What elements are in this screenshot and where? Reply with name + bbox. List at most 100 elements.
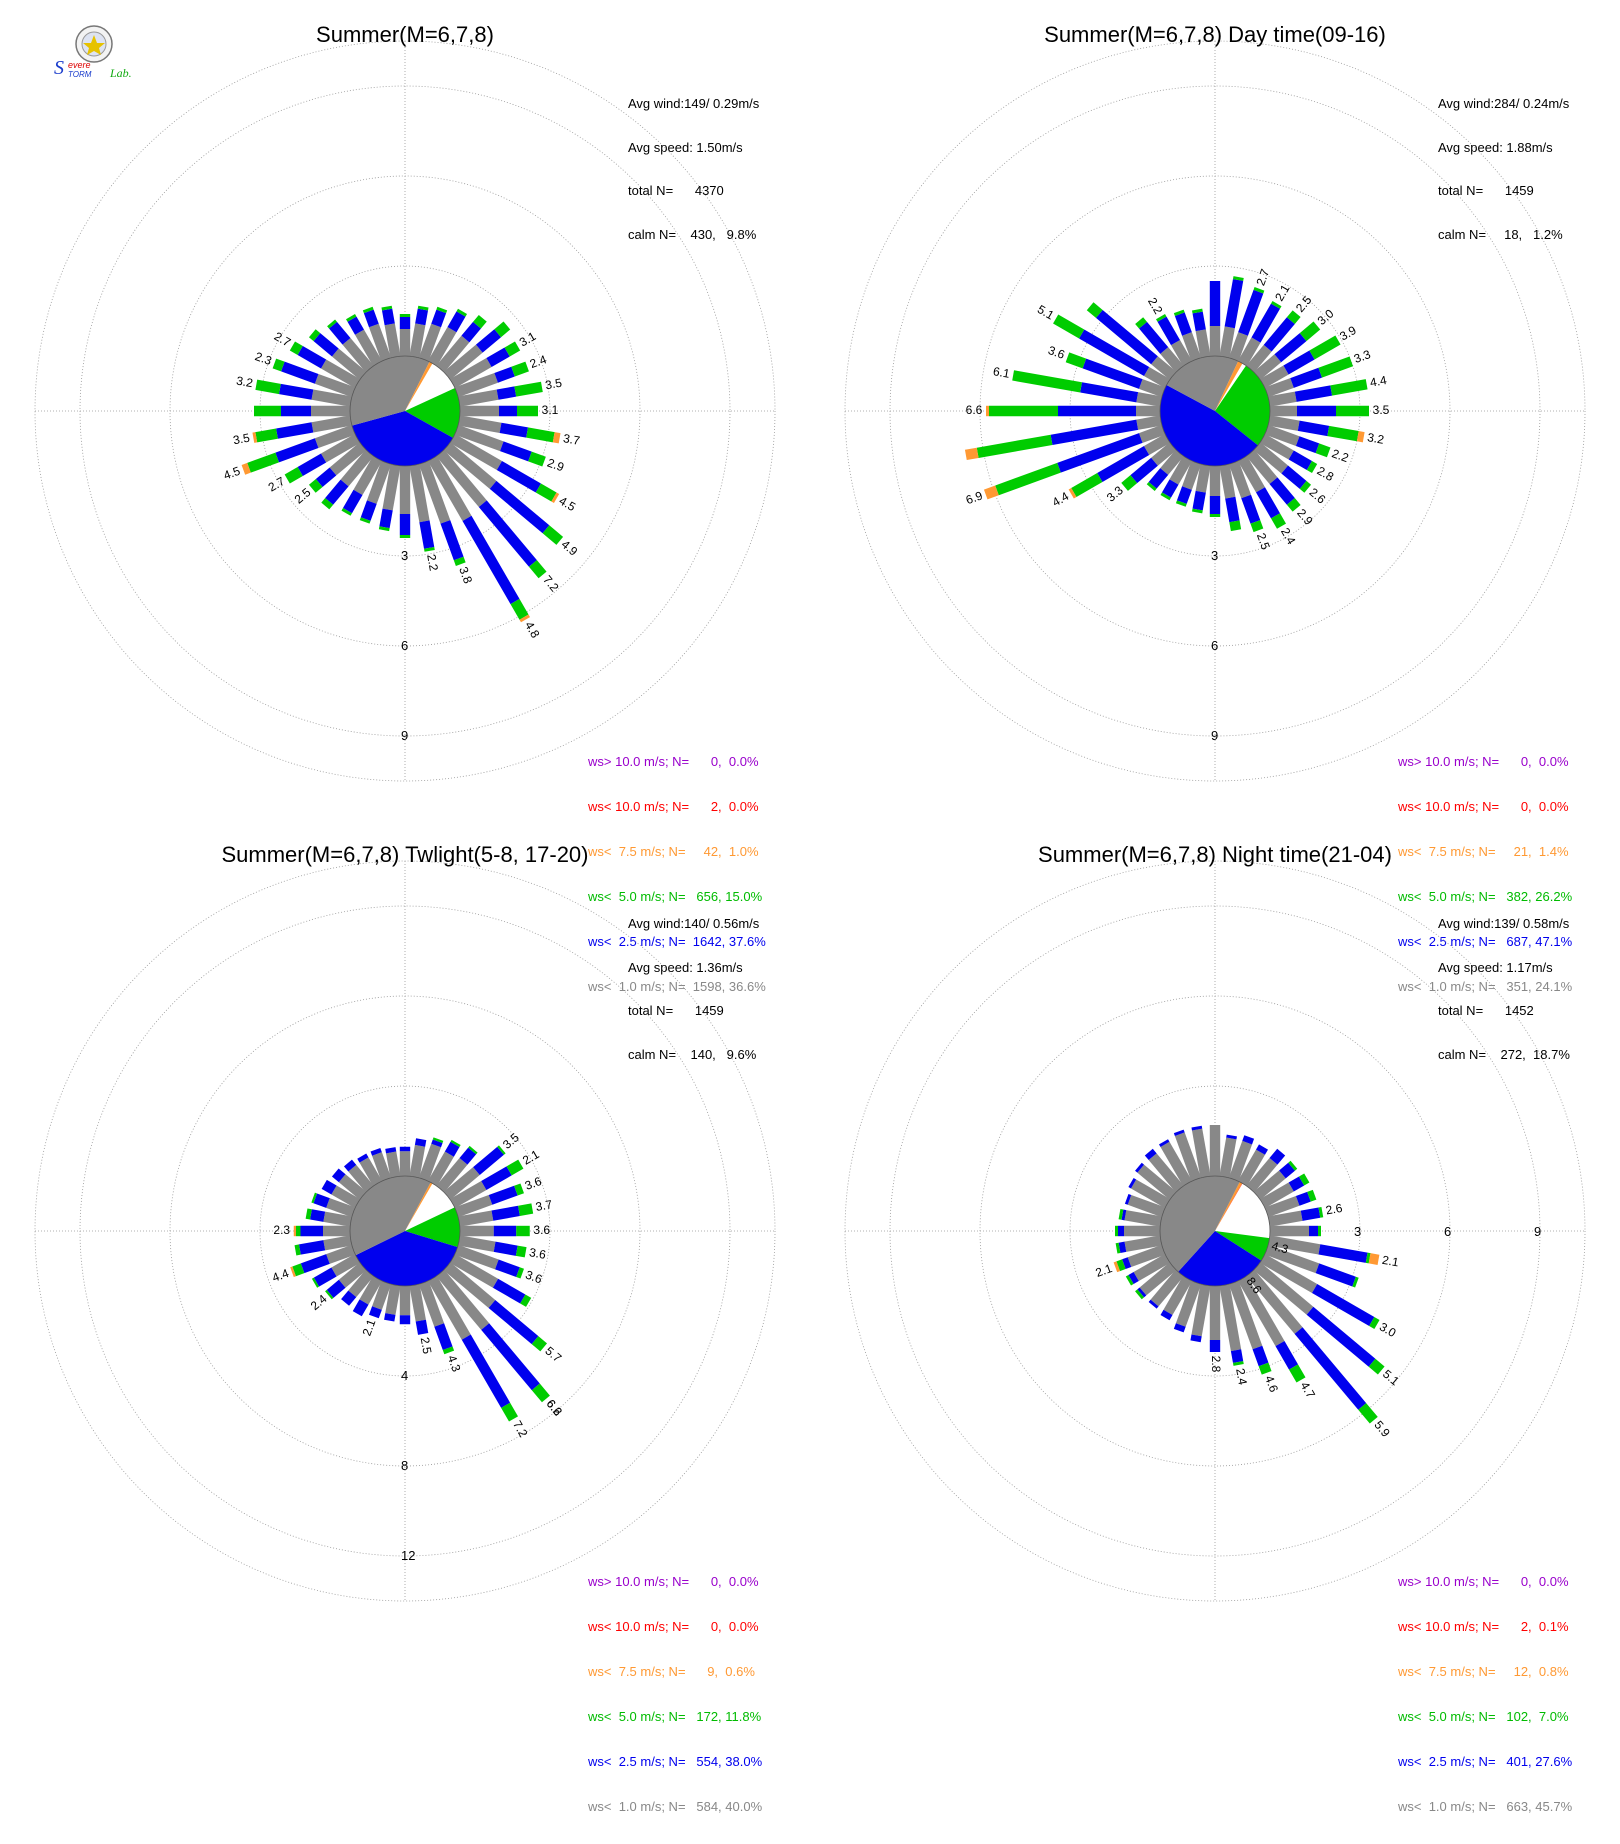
- bar-segment-lt2_5: [1080, 382, 1139, 403]
- bar-segment-lt1: [1127, 1244, 1166, 1268]
- bar-segment-lt5: [1288, 1364, 1306, 1383]
- bar-segment-lt1: [311, 405, 350, 417]
- bar-segment-lt5: [1012, 370, 1082, 393]
- bar-segment-lt5: [1173, 309, 1185, 316]
- bar-segment-lt2_5: [489, 480, 550, 534]
- bar-segment-lt5: [292, 1263, 305, 1277]
- bar-segment-lt5: [378, 526, 390, 532]
- stats-avg-wind: Avg wind:149/ 0.29m/s: [628, 96, 760, 111]
- bar-segment-lt1: [418, 1280, 445, 1327]
- pie-slice-lt10: [1215, 1183, 1243, 1231]
- bar-segment-lt2_5: [1241, 494, 1261, 524]
- bar-value-label: 3.6: [523, 1174, 544, 1193]
- bar-segment-lt1: [326, 1244, 356, 1264]
- bar-segment-lt2_5: [1135, 1162, 1145, 1173]
- bar-segment-lt5: [311, 1277, 320, 1288]
- bar-segment-lt5: [542, 525, 564, 545]
- bar-segment-lt7_5: [986, 405, 989, 417]
- svg-text:Lab.: Lab.: [109, 66, 132, 80]
- bar-value-label: 2.4: [308, 1291, 330, 1313]
- pie-slice-calm: [1215, 1183, 1270, 1239]
- bar-segment-lt2_5: [1190, 1334, 1202, 1343]
- bar-value-label: 5.1: [1035, 302, 1057, 323]
- bar-value-label: 2.2: [1330, 446, 1351, 465]
- bar-segment-lt1: [436, 449, 487, 508]
- legend-lt10: ws< 10.0 m/s; N= 2, 0.0%: [588, 799, 759, 814]
- bar-value-label: 4.4: [1050, 489, 1072, 510]
- bar-segment-lt2_5: [279, 383, 314, 400]
- bar-segment-lt5: [345, 314, 357, 322]
- bar-segment-lt5: [473, 314, 487, 329]
- bar-segment-lt5: [531, 1383, 550, 1403]
- bar-segment-lt5: [436, 306, 448, 314]
- bar-segment-lt2_5: [297, 345, 327, 369]
- legend: ws> 10.0 m/s; N= 0, 0.0% ws< 10.0 m/s; N…: [1398, 724, 1572, 1024]
- legend-lt10: ws< 10.0 m/s; N= 0, 0.0%: [1398, 799, 1569, 814]
- legend-lt1: ws< 1.0 m/s; N= 351, 24.1%: [1398, 979, 1573, 994]
- bar-segment-lt1: [1219, 1137, 1237, 1178]
- legend-lt2_5: ws< 2.5 m/s; N= 401, 27.6%: [1398, 1754, 1573, 1769]
- bar-value-label: 3.6: [528, 1245, 547, 1262]
- bar-value-label: 6.1: [992, 364, 1011, 381]
- bar-segment-lt1: [1219, 464, 1236, 499]
- bar-segment-lt2_5: [297, 453, 327, 477]
- bar-segment-lt7_5: [964, 447, 979, 461]
- bar-segment-lt2_5: [1288, 450, 1312, 471]
- bar-segment-lt2_5: [1255, 487, 1281, 519]
- stats-calm-n: calm N= 140, 9.6%: [628, 1046, 757, 1062]
- bar-segment-lt1: [427, 1276, 471, 1340]
- bar-segment-lt2_5: [326, 1279, 346, 1298]
- bar-segment-lt2_5: [1121, 1209, 1127, 1221]
- bar-value-label: 6.2: [544, 1397, 566, 1419]
- bar-value-label: 2.3: [253, 349, 274, 368]
- bar-segment-lt1: [311, 415, 352, 433]
- bar-segment-lt2_5: [1306, 1306, 1376, 1367]
- bar-segment-lt1: [1246, 449, 1278, 485]
- bar-value-label: 3.9: [1337, 323, 1359, 344]
- bar-segment-lt5: [995, 462, 1061, 496]
- bar-segment-lt5: [284, 466, 303, 484]
- bar-segment-lt1: [359, 1276, 383, 1305]
- bar-value-label: 7.2: [510, 1418, 531, 1440]
- bar-segment-lt1: [320, 359, 360, 389]
- bar-segment-lt2_5: [1275, 1340, 1299, 1370]
- bar-segment-lt1: [399, 1151, 411, 1176]
- bar-segment-lt2_5: [399, 1146, 411, 1152]
- svg-text:evere: evere: [68, 60, 91, 70]
- bar-segment-lt7_5: [293, 1225, 296, 1237]
- bar-segment-lt2_5: [1294, 1327, 1367, 1410]
- stats-block: Avg wind:284/ 0.24m/s Avg speed: 1.88m/s…: [1438, 68, 1569, 271]
- bar-segment-lt1: [418, 460, 451, 524]
- bar-segment-lt5: [1327, 425, 1359, 442]
- bar-value-label: 3.2: [235, 374, 254, 391]
- bar-segment-lt5: [515, 1245, 527, 1258]
- bar-segment-lt5: [497, 1145, 506, 1155]
- bar-segment-lt5: [989, 405, 1058, 417]
- bar-segment-lt1: [1136, 405, 1160, 417]
- bar-segment-lt5: [1146, 481, 1157, 491]
- bar-segment-lt2_5: [1079, 329, 1150, 377]
- bar-segment-lt1: [1253, 354, 1282, 380]
- pie-slice-lt2_5: [351, 411, 453, 467]
- stats-avg-speed: Avg speed: 1.17m/s: [1438, 959, 1553, 975]
- bar-segment-lt5: [535, 483, 557, 502]
- bar-segment-lt1: [311, 389, 352, 407]
- bar-value-label: 3.5: [544, 376, 563, 393]
- legend: ws> 10.0 m/s; N= 0, 0.0% ws< 10.0 m/s; N…: [1398, 1544, 1572, 1844]
- grid-ring: [169, 175, 641, 647]
- stats-avg-speed: Avg speed: 1.50m/s: [628, 139, 743, 155]
- bar-segment-lt1: [1270, 405, 1297, 417]
- bar-segment-lt2_5: [1176, 486, 1192, 504]
- bar-segment-lt1: [1124, 1210, 1162, 1227]
- bar-value-label: 2.6: [1307, 485, 1329, 507]
- bar-segment-lt5: [526, 427, 555, 443]
- bar-value-label: 2.2: [1145, 295, 1166, 317]
- bar-segment-lt1: [1268, 415, 1300, 431]
- svg-text:TORM: TORM: [68, 70, 92, 79]
- bar-segment-lt2_5: [414, 1138, 427, 1147]
- stats-block: Avg wind:149/ 0.29m/s Avg speed: 1.50m/s…: [628, 68, 759, 271]
- bar-value-label: 6.6: [966, 403, 983, 417]
- bar-segment-lt1: [1191, 1128, 1211, 1178]
- bar-segment-lt1: [443, 1167, 480, 1200]
- bar-segment-lt5: [517, 405, 538, 417]
